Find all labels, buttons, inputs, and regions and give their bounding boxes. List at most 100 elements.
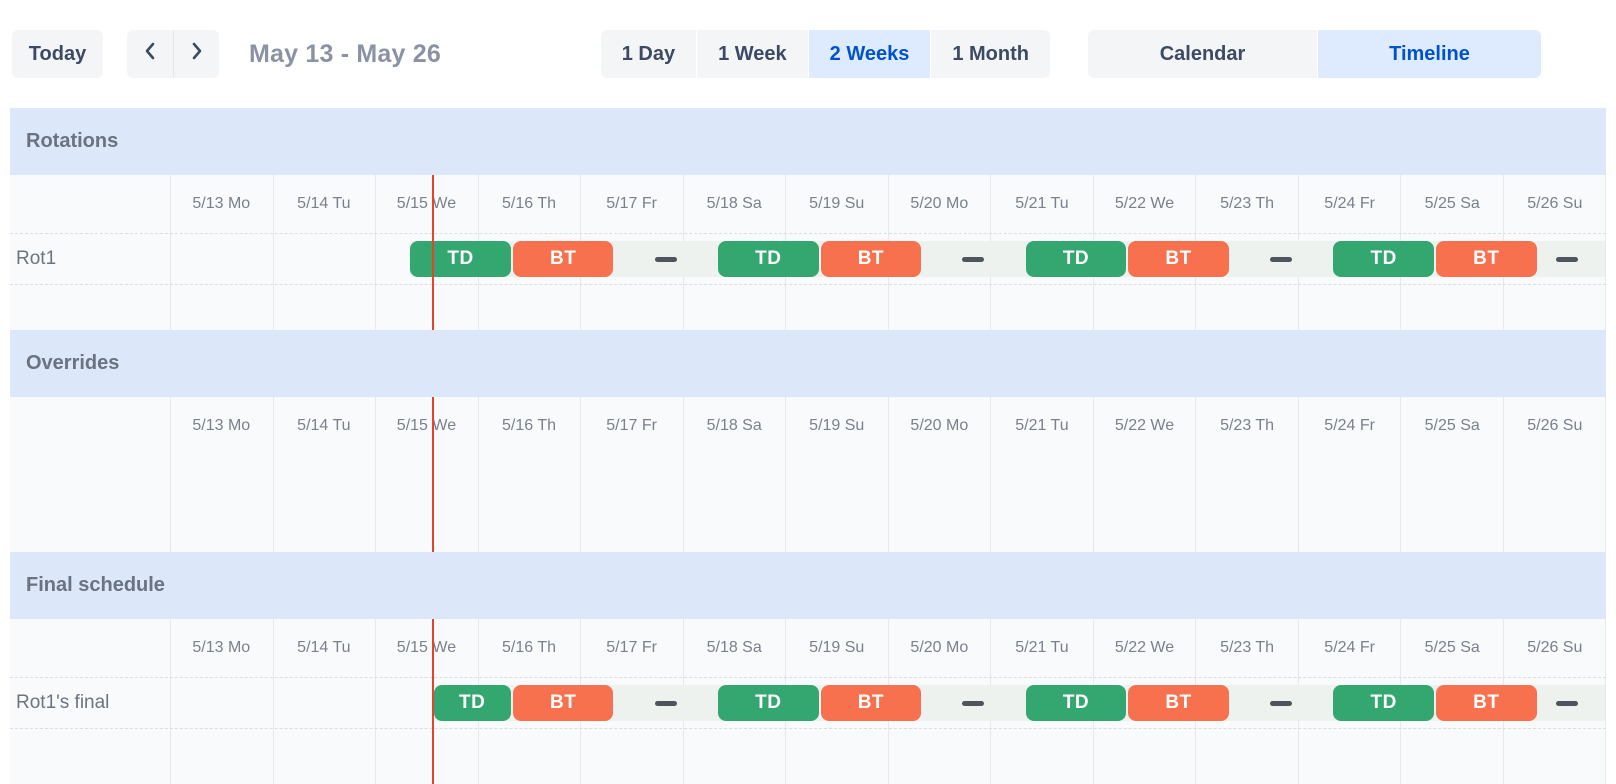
view-button-1-day[interactable]: 1 Day [600, 30, 697, 78]
date-label: 5/26 Su [1527, 195, 1583, 212]
date-label: 5/21 Tu [1015, 417, 1069, 434]
date-label: 5/26 Su [1527, 639, 1583, 656]
mode-switcher: Calendar Timeline [1088, 30, 1541, 78]
empty-area [10, 285, 1606, 330]
row-timeline: TD BT TD BT TD BT TD BT [170, 234, 1606, 284]
shift-bar-bt[interactable]: BT [1436, 241, 1537, 277]
section-title: Rotations [26, 130, 119, 152]
next-button[interactable] [173, 30, 219, 78]
date-label: 5/25 Sa [1424, 417, 1480, 434]
shift-bar-bt[interactable]: BT [1128, 241, 1229, 277]
date-label: 5/23 Th [1220, 195, 1275, 212]
day-column [887, 397, 991, 552]
date-label: 5/15 We [396, 639, 457, 656]
shift-bar-td[interactable]: TD [1025, 685, 1127, 721]
day-column [375, 175, 478, 330]
date-label: 5/14 Tu [297, 195, 351, 212]
shift-bar-td[interactable]: TD [410, 241, 511, 277]
date-label: 5/17 Fr [606, 417, 657, 434]
day-column [1502, 397, 1606, 552]
sections: Rotations 5/13 Mo 5/14 Tu 5/15 We 5/16 Th 5/1… [10, 108, 1606, 784]
date-header-row: 5/13 Mo 5/14 Tu 5/15 We 5/16 Th 5/17 Fr 5/18 … [10, 619, 1606, 677]
shift-bar-bt[interactable]: BT [820, 241, 922, 277]
shift-bar-bt[interactable]: BT [512, 241, 614, 277]
date-label: 5/19 Su [809, 417, 865, 434]
date-label: 5/19 Su [809, 639, 865, 656]
date-label: 5/16 Th [502, 195, 556, 212]
section-overrides: Overrides 5/13 Mo 5/14 Tu 5/15 We 5/16 Th 5/1… [10, 330, 1606, 552]
shift-bar-td[interactable]: TD [718, 685, 819, 721]
date-label: 5/15 We [396, 417, 457, 434]
day-column [272, 619, 376, 784]
view-switcher: 1 Day 1 Week 2 Weeks 1 Month [600, 30, 1050, 78]
day-column [1400, 397, 1503, 552]
gap-indicator [654, 701, 677, 706]
date-label: 5/21 Tu [1015, 639, 1069, 656]
gap-indicator [1270, 701, 1293, 706]
gap-indicator [1270, 257, 1293, 262]
row-timeline: TD BT TD BT TD BT TD BT [170, 678, 1606, 728]
date-label: 5/25 Sa [1424, 195, 1480, 212]
section-final: Final schedule 5/13 Mo 5/14 Tu 5/15 We 5/16 … [10, 552, 1606, 784]
day-column [170, 175, 273, 330]
section-title: Overrides [26, 352, 120, 374]
date-label: 5/17 Fr [606, 639, 657, 656]
date-header-row: 5/13 Mo 5/14 Tu 5/15 We 5/16 Th 5/17 Fr 5/18 … [10, 397, 1606, 455]
date-label: 5/14 Tu [297, 639, 351, 656]
shift-bar-td[interactable]: TD [1333, 241, 1434, 277]
date-label: 5/23 Th [1220, 417, 1275, 434]
shift-bar-bt[interactable]: BT [512, 685, 614, 721]
section-title: Final schedule [26, 574, 165, 596]
shift-bar-bt[interactable]: BT [1436, 685, 1537, 721]
day-column [1297, 397, 1401, 552]
day-column [272, 175, 376, 330]
section-body-rotations: 5/13 Mo 5/14 Tu 5/15 We 5/16 Th 5/17 Fr 5/18 … [10, 175, 1606, 330]
date-label: 5/16 Th [502, 417, 556, 434]
date-label: 5/23 Th [1220, 639, 1275, 656]
date-label: 5/22 We [1114, 417, 1175, 434]
date-label: 5/20 Mo [910, 195, 969, 212]
section-rotations: Rotations 5/13 Mo 5/14 Tu 5/15 We 5/16 Th 5/1… [10, 108, 1606, 330]
prev-button[interactable] [127, 30, 173, 78]
date-label: 5/20 Mo [910, 639, 969, 656]
date-label: 5/20 Mo [910, 417, 969, 434]
date-label: 5/18 Sa [706, 195, 762, 212]
date-nav-group [127, 30, 219, 78]
section-body-overrides: 5/13 Mo 5/14 Tu 5/15 We 5/16 Th 5/17 Fr 5/18 … [10, 397, 1606, 552]
date-label: 5/18 Sa [706, 417, 762, 434]
today-button[interactable]: Today [12, 30, 103, 78]
chevron-right-icon [190, 42, 204, 66]
view-button-1-week[interactable]: 1 Week [697, 30, 808, 78]
section-header-overrides: Overrides [10, 330, 1606, 397]
section-body-final: 5/13 Mo 5/14 Tu 5/15 We 5/16 Th 5/17 Fr 5/18 … [10, 619, 1606, 784]
date-label: 5/16 Th [502, 639, 556, 656]
shift-bar-bt[interactable]: BT [820, 685, 922, 721]
grid-columns [10, 397, 1606, 552]
gap-indicator [962, 257, 985, 262]
schedule-row: Rot1 TD BT TD BT TD BT TD BT [10, 233, 1606, 285]
day-column [375, 619, 478, 784]
day-column [477, 397, 581, 552]
date-label: 5/22 We [1114, 639, 1175, 656]
day-column [170, 397, 273, 552]
view-button-2-weeks[interactable]: 2 Weeks [808, 30, 931, 78]
shift-bar-td[interactable]: TD [1333, 685, 1434, 721]
day-column [682, 397, 786, 552]
gap-indicator [962, 701, 985, 706]
date-range-title: May 13 - May 26 [249, 39, 441, 68]
date-label: 5/24 Fr [1324, 417, 1375, 434]
shift-bar-td[interactable]: TD [1025, 241, 1127, 277]
date-label: 5/18 Sa [706, 639, 762, 656]
date-label: 5/24 Fr [1324, 639, 1375, 656]
view-button-1-month[interactable]: 1 Month [931, 30, 1050, 78]
date-label: 5/19 Su [809, 195, 865, 212]
shift-bar-td[interactable]: TD [718, 241, 819, 277]
date-label: 5/13 Mo [192, 195, 251, 212]
day-column [990, 397, 1093, 552]
shift-bar-bt[interactable]: BT [1128, 685, 1229, 721]
mode-button-calendar[interactable]: Calendar [1088, 30, 1317, 78]
mode-button-timeline[interactable]: Timeline [1318, 30, 1541, 78]
day-column [170, 619, 273, 784]
shift-bar-td[interactable]: TD [433, 685, 511, 721]
schedule-row: Rot1's final TD BT TD BT TD BT TD BT [10, 677, 1606, 729]
